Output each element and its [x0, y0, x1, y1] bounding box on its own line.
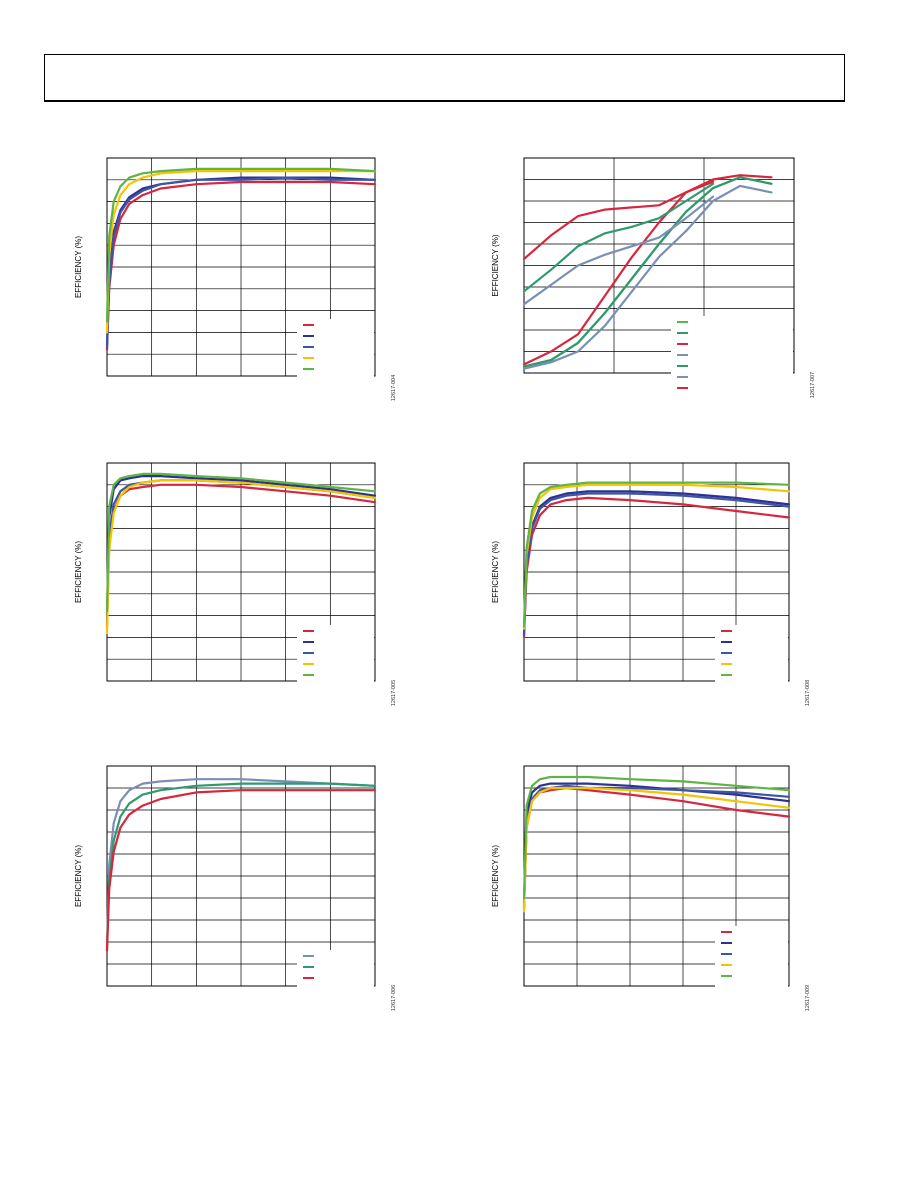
- efficiency-chart-4: EFFICIENCY (%) 12617-008: [484, 456, 829, 716]
- plot-frame: [106, 157, 376, 377]
- chart-svg: EFFICIENCY (%) 12617-005: [74, 462, 397, 706]
- series-line-2: [105, 782, 377, 950]
- chart-svg: EFFICIENCY (%) 12617-008: [491, 462, 811, 706]
- series-line-2: [522, 782, 791, 904]
- y-axis-label: EFFICIENCY (%): [74, 236, 83, 298]
- efficiency-chart-5: EFFICIENCY (%) 12617-006: [66, 760, 411, 1020]
- series-line-1: [522, 786, 791, 911]
- legend-box: [715, 926, 788, 987]
- y-axis-label: EFFICIENCY (%): [74, 541, 83, 603]
- header-box: [44, 54, 845, 102]
- plot-frame: [523, 157, 795, 374]
- series-line-5: [522, 481, 791, 628]
- series-line-7: [522, 180, 715, 261]
- figure-code: 12617-004: [391, 375, 397, 401]
- legend-box: [297, 319, 374, 380]
- chart-svg: EFFICIENCY (%) 12617-007: [491, 157, 816, 399]
- series-line-5: [522, 775, 791, 900]
- legend-box: [671, 316, 793, 399]
- legend-box: [715, 625, 788, 686]
- figure-code: 12617-005: [391, 680, 397, 706]
- figure-code: 12617-007: [810, 372, 816, 398]
- efficiency-chart-3: EFFICIENCY (%) 12617-005: [66, 456, 411, 716]
- chart-svg: EFFICIENCY (%) 12617-009: [491, 765, 811, 1011]
- series-line-3: [522, 174, 773, 366]
- series-line-4: [522, 184, 773, 370]
- series-line-4: [105, 170, 377, 334]
- chart-svg: EFFICIENCY (%) 12617-006: [74, 765, 397, 1011]
- chart-svg: EFFICIENCY (%) 12617-004: [74, 157, 397, 401]
- plot-frame: [523, 462, 790, 682]
- legend-box: [297, 625, 374, 686]
- series-line-3: [522, 492, 791, 637]
- y-axis-label: EFFICIENCY (%): [491, 541, 500, 603]
- figure-code: 12617-009: [805, 985, 811, 1011]
- figure-code: 12617-006: [391, 985, 397, 1011]
- efficiency-chart-2: EFFICIENCY (%) 12617-007: [484, 150, 829, 410]
- series-line-2: [522, 176, 773, 368]
- plot-frame: [106, 765, 376, 987]
- series-line-6: [522, 195, 715, 306]
- series-line-4: [522, 786, 791, 913]
- efficiency-chart-1: EFFICIENCY (%) 12617-004: [66, 150, 411, 410]
- series-line-4: [105, 479, 377, 635]
- series-line-1: [105, 778, 377, 948]
- series-line-3: [105, 176, 377, 349]
- y-axis-label: EFFICIENCY (%): [74, 845, 83, 907]
- y-axis-label: EFFICIENCY (%): [491, 845, 500, 907]
- series-line-3: [105, 789, 377, 952]
- series-line-2: [105, 475, 377, 617]
- figure-code: 12617-008: [805, 680, 811, 706]
- series-line-5: [105, 167, 377, 323]
- efficiency-chart-6: EFFICIENCY (%) 12617-009: [484, 760, 829, 1020]
- series-line-5: [105, 472, 377, 613]
- y-axis-label: EFFICIENCY (%): [491, 234, 500, 296]
- series-line-5: [522, 182, 715, 293]
- series-line-1: [522, 496, 791, 639]
